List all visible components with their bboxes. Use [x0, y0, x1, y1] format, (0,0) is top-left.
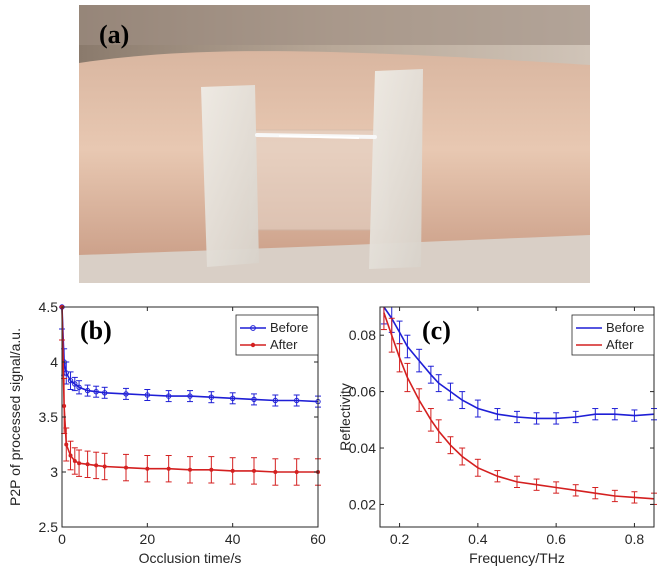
forearm-with-tape-photo-icon: (a)	[79, 5, 590, 283]
x-tick-label: 60	[310, 531, 326, 547]
data-point	[93, 389, 99, 395]
data-point	[85, 462, 90, 467]
legend: Before After	[235, 314, 319, 356]
data-point	[123, 391, 129, 397]
data-point	[229, 395, 236, 402]
data-point	[273, 470, 278, 474]
x-tick-label: 0.6	[546, 531, 566, 547]
data-point	[124, 465, 128, 470]
series-line	[61, 306, 319, 403]
forearm-photo: (a)	[79, 5, 590, 283]
data-point	[102, 464, 107, 469]
data-point	[208, 394, 215, 400]
legend-label: Before	[270, 320, 308, 335]
y-tick-label: 0.04	[349, 440, 376, 456]
plot-area-frame	[379, 306, 655, 528]
series-line	[383, 306, 655, 420]
data-point	[84, 387, 91, 394]
x-tick-label: 0.8	[625, 531, 645, 547]
data-point	[293, 397, 300, 404]
data-point	[294, 470, 299, 474]
y-tick-label: 0.02	[349, 496, 376, 512]
reflectivity-chart: 0.2 0.4 0.6 0.8 0.02 0.04 0.06 0.08 Frequency/TH…	[337, 306, 657, 566]
data-point	[188, 467, 192, 472]
legend: Before After	[571, 314, 655, 356]
panel-label: (c)	[422, 316, 451, 345]
legend-label: After	[606, 337, 634, 352]
occlusion-chart: 0 20 40 60 2.5 3 3.5 4 4.5 Occlusion time/s P2P of…	[7, 299, 326, 566]
data-point	[251, 396, 257, 403]
y-tick-label: 3.5	[39, 409, 59, 425]
y-tick-label: 2.5	[39, 519, 59, 535]
data-point	[165, 393, 172, 399]
y-tick-label: 4.5	[39, 299, 59, 315]
data-point	[77, 461, 82, 466]
x-axis-title: Frequency/THz	[469, 550, 565, 566]
data-point	[166, 466, 171, 471]
legend-marker	[250, 325, 256, 331]
y-axis-title: Reflectivity	[337, 383, 353, 451]
data-point	[67, 378, 74, 384]
data-point	[68, 453, 73, 458]
data-point	[62, 404, 67, 408]
data-point	[187, 393, 193, 399]
data-point	[72, 459, 77, 463]
data-point	[230, 468, 235, 473]
y-tick-label: 0.08	[349, 327, 376, 343]
x-axis-title: Occlusion time/s	[139, 550, 242, 566]
photo-panel-label: (a)	[99, 20, 129, 49]
data-point	[72, 381, 78, 387]
series-before	[380, 306, 657, 425]
legend-label: After	[270, 337, 298, 352]
x-tick-label: 0.4	[468, 531, 488, 547]
data-point	[145, 466, 150, 471]
data-point	[252, 468, 256, 473]
y-axis-title: P2P of processed signal/a.u.	[7, 328, 23, 506]
legend-label: Before	[606, 320, 644, 335]
y-tick-label: 0.06	[349, 384, 376, 400]
data-point	[144, 392, 151, 398]
legend-box	[571, 314, 655, 356]
data-point	[76, 384, 82, 391]
data-point	[64, 442, 69, 447]
data-point	[101, 390, 108, 396]
y-tick-label: 3	[50, 464, 58, 480]
legend-marker	[250, 342, 256, 348]
data-point	[94, 463, 99, 468]
x-tick-label: 0.2	[390, 531, 410, 547]
series-after	[380, 306, 657, 505]
data-point	[272, 397, 279, 404]
x-tick-label: 0	[58, 531, 66, 547]
data-point	[209, 467, 214, 472]
panel-label: (b)	[80, 316, 112, 345]
x-tick-label: 20	[140, 531, 156, 547]
legend-box	[235, 314, 319, 356]
x-tick-label: 40	[225, 531, 241, 547]
series-line	[383, 312, 655, 500]
y-tick-label: 4	[50, 354, 58, 370]
